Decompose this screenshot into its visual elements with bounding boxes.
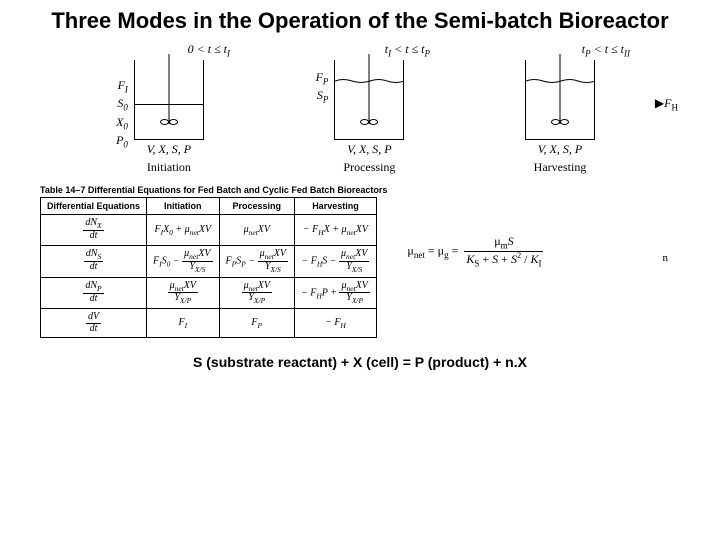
col-header: Processing [219,198,294,215]
liquid-level [526,78,594,84]
reactor-vessel [334,60,404,140]
liquid-level [135,104,203,105]
mode-caption: Initiation [147,160,191,175]
liquid-level [335,78,403,84]
reactor-vessel [525,60,595,140]
stirrer-blade [160,119,178,125]
mode-initiation: 0 < t ≤ tI FIS0X0P0 V, X, S, P Initiatio… [70,46,250,175]
time-range: tI < t ≤ tP [385,42,430,58]
table-block: Table 14–7 Differential Equations for Fe… [40,185,387,338]
equations-table: Differential Equations Initiation Proces… [40,197,377,338]
modes-row: 0 < t ≤ tI FIS0X0P0 V, X, S, P Initiatio… [0,38,720,175]
stirrer-shaft [560,54,561,124]
mode-caption: Processing [343,160,395,175]
table-row: dNPdt μnetXVYX/P μnetXVYX/P − FHP + μnet… [41,277,377,309]
mode-processing: tI < t ≤ tP FPSP V, X, S, P Processing [270,46,450,175]
state-vars: V, X, S, P [347,142,391,157]
stray-n: n [663,252,669,264]
reaction-equation: S (substrate reactant) + X (cell) = P (p… [0,338,720,370]
stirrer-shaft [369,54,370,124]
page-title: Three Modes in the Operation of the Semi… [0,0,720,38]
time-range: tP < t ≤ tII [582,42,630,58]
state-vars: V, X, S, P [538,142,582,157]
col-header: Harvesting [295,198,377,215]
mode-caption: Harvesting [534,160,587,175]
table-caption: Table 14–7 Differential Equations for Fe… [40,185,387,195]
table-row: dNXdt FIX0 + μnetXV μnetXV − FHX + μnetX… [41,215,377,245]
reactor-vessel [134,60,204,140]
outflow-label: ▶FH [655,96,678,112]
stirrer-shaft [168,54,169,124]
stirrer-blade [551,119,569,125]
col-header: Initiation [147,198,220,215]
mu-net-equation: μnet = μg = μmS KS + S + S2 / KI [407,185,543,269]
inflow-labels: FIS0X0P0 [116,60,128,150]
table-row: dVdt FI FP − FH [41,309,377,338]
time-range: 0 < t ≤ tI [188,42,230,58]
state-vars: V, X, S, P [147,142,191,157]
inflow-labels: FPSP [316,60,329,106]
table-row: dNSdt FIS0 − μnetXVYX/S FPSP − μnetXVYX/… [41,245,377,277]
mode-harvesting: tP < t ≤ tII V, X, S, P Harvesting ▶FH [470,46,650,175]
stirrer-blade [360,119,378,125]
col-header: Differential Equations [41,198,147,215]
